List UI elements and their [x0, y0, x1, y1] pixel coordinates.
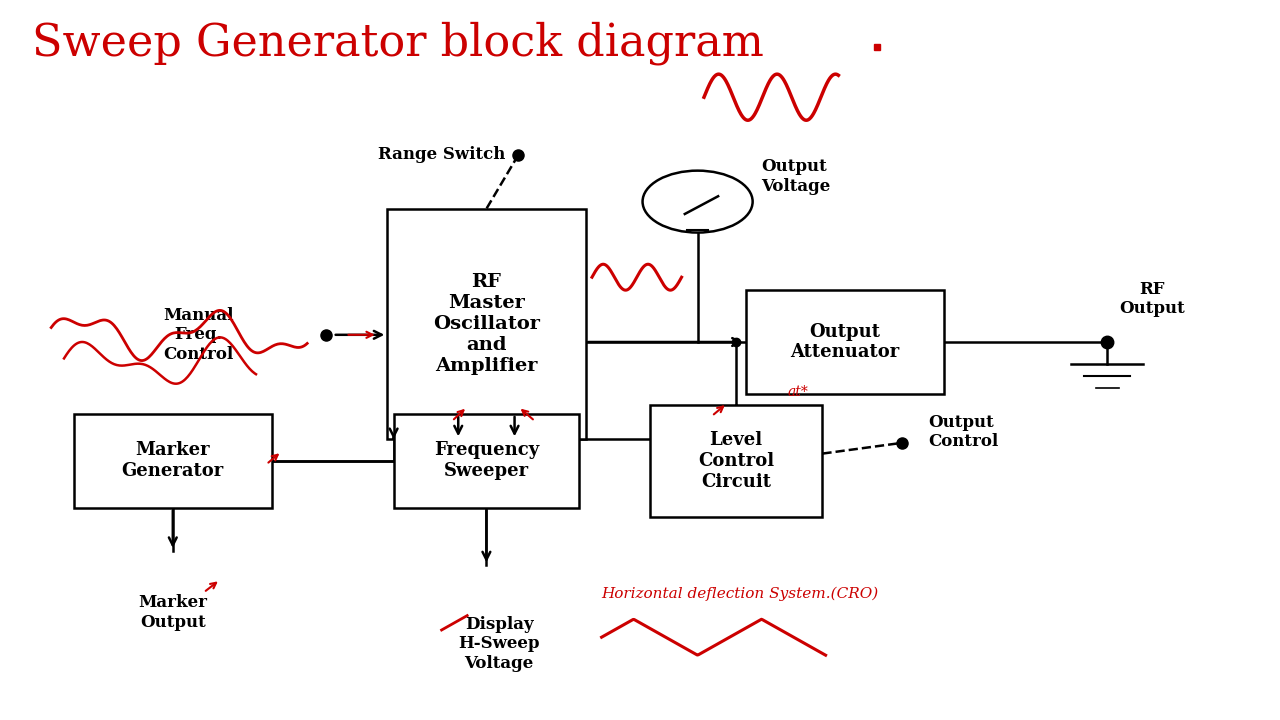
Text: Level
Control
Circuit: Level Control Circuit — [698, 431, 774, 490]
Text: Output
Control: Output Control — [928, 414, 998, 450]
Text: Output
Attenuator: Output Attenuator — [790, 323, 900, 361]
Text: RF
Output: RF Output — [1119, 281, 1185, 317]
Text: Sweep Generator block diagram: Sweep Generator block diagram — [32, 22, 764, 66]
Text: Horizontal deflection System.(CRO): Horizontal deflection System.(CRO) — [602, 587, 879, 601]
Text: RF
Master
Oscillator
and
Amplifier: RF Master Oscillator and Amplifier — [433, 274, 540, 374]
Text: Display
H-Sweep
Voltage: Display H-Sweep Voltage — [458, 616, 540, 672]
Text: Frequency
Sweeper: Frequency Sweeper — [434, 441, 539, 480]
Text: Marker
Generator: Marker Generator — [122, 441, 224, 480]
Text: Manual
Freq.
Control: Manual Freq. Control — [163, 307, 234, 363]
Text: Marker
Output: Marker Output — [138, 594, 207, 631]
Text: Output
Voltage: Output Voltage — [762, 158, 831, 194]
FancyBboxPatch shape — [387, 209, 586, 439]
FancyBboxPatch shape — [74, 414, 273, 508]
Text: at*: at* — [787, 385, 808, 400]
Text: Range Switch: Range Switch — [378, 146, 506, 163]
FancyBboxPatch shape — [394, 414, 580, 508]
FancyBboxPatch shape — [745, 290, 945, 395]
FancyBboxPatch shape — [649, 405, 823, 517]
